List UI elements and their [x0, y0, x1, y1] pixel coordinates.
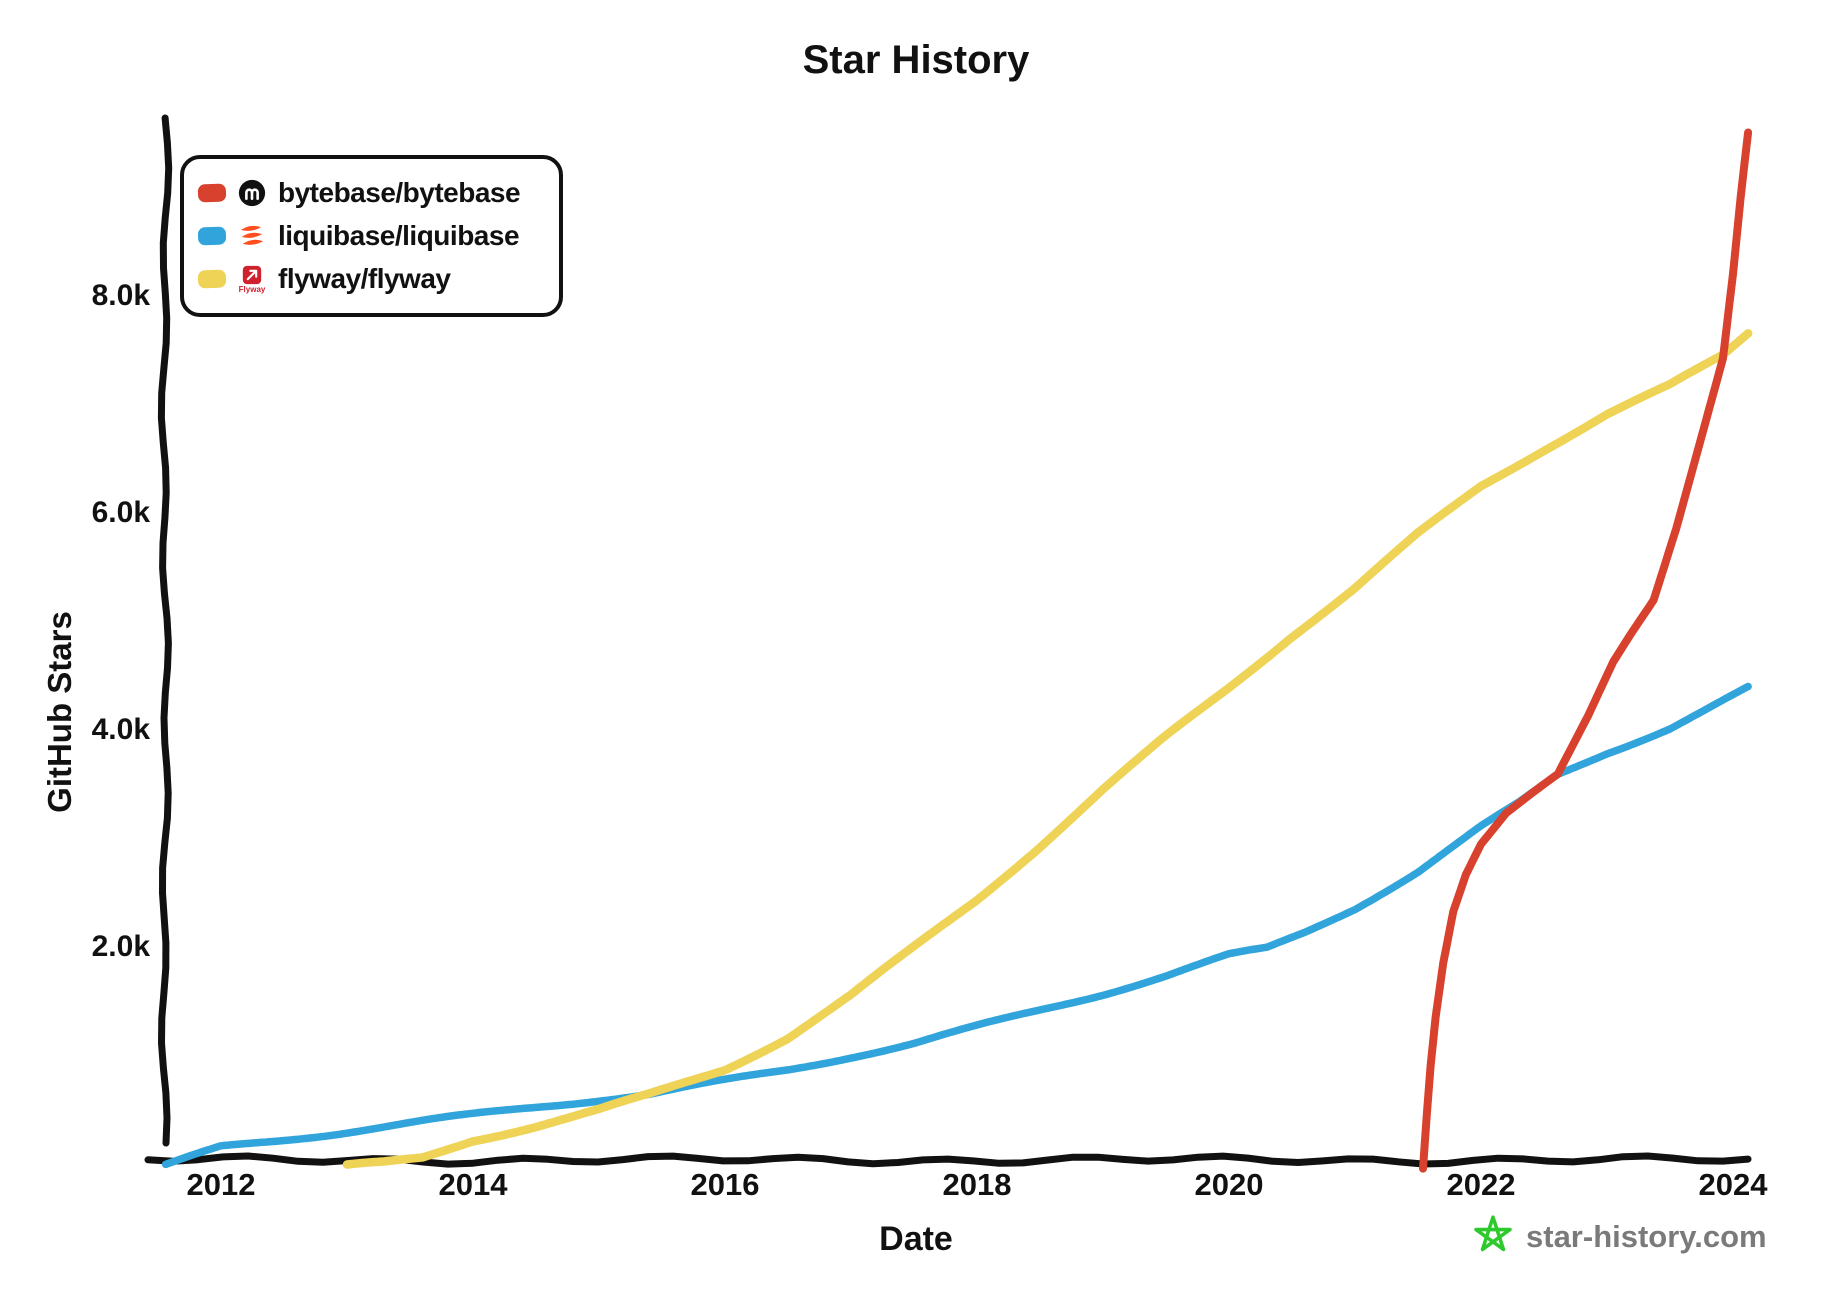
legend-item-liquibase: liquibase/liquibase: [197, 219, 559, 253]
series-line-liquibase: [161, 682, 1752, 1169]
x-tick-label: 2020: [1194, 1167, 1264, 1202]
x-tick-label: 2012: [186, 1167, 256, 1202]
bytebase-color-swatch: [197, 183, 227, 203]
watermark[interactable]: star-history.com: [1472, 1212, 1767, 1261]
liquibase-color-swatch: [197, 226, 227, 246]
y-tick-label: 4.0k: [91, 713, 150, 746]
chart-title: Star History: [802, 38, 1030, 82]
star-icon: [1472, 1212, 1514, 1261]
bytebase-logo-icon: [236, 177, 268, 209]
x-tick-label: 2016: [690, 1167, 760, 1202]
y-tick-label: 6.0k: [91, 496, 150, 529]
x-tick-label: 2024: [1698, 1167, 1768, 1202]
legend: bytebase/bytebase liquibase/liquibase: [180, 155, 563, 317]
y-tick-label: 2.0k: [91, 930, 150, 963]
legend-item-label: flyway/flyway: [278, 263, 451, 294]
y-axis-title: GitHub Stars: [41, 611, 78, 813]
x-tick-label: 2018: [942, 1167, 1012, 1202]
legend-item-label: bytebase/bytebase: [278, 177, 521, 208]
legend-item-bytebase: bytebase/bytebase: [197, 176, 559, 210]
flyway-color-swatch: [197, 269, 227, 289]
series-line-flyway: [342, 329, 1753, 1169]
x-tick-label: 2022: [1446, 1167, 1516, 1202]
x-tick-label: 2014: [438, 1167, 508, 1202]
series-line-bytebase: [1419, 128, 1753, 1173]
legend-item-flyway: Flyway flyway/flyway: [197, 262, 559, 296]
flyway-logo-text: Flyway: [238, 284, 266, 294]
y-tick-label: 8.0k: [91, 279, 150, 312]
liquibase-logo-icon: [236, 220, 268, 252]
legend-item-label: liquibase/liquibase: [278, 220, 520, 251]
x-axis-title: Date: [879, 1220, 953, 1258]
watermark-link[interactable]: star-history.com: [1526, 1218, 1767, 1254]
y-axis-line: [157, 114, 173, 1147]
flyway-logo-icon: Flyway: [236, 263, 268, 295]
